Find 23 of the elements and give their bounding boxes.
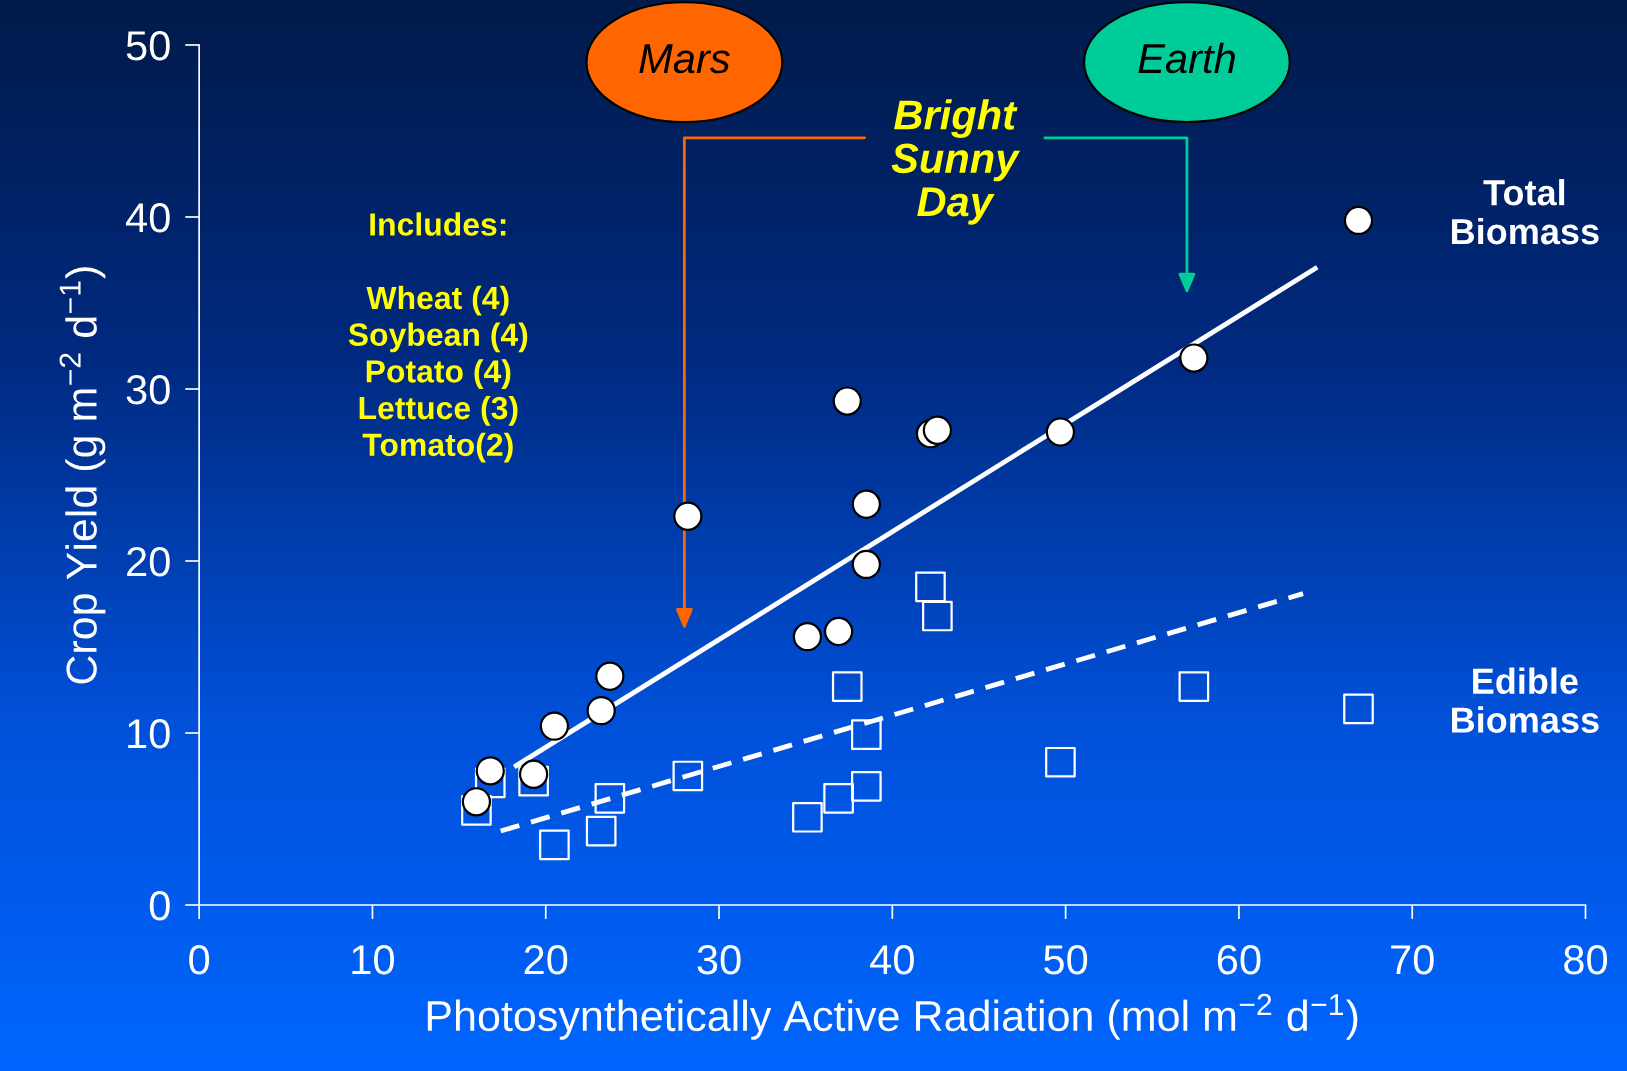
x-tick-label: 50 <box>1044 944 1088 975</box>
x-tick-label: 30 <box>697 944 741 975</box>
x-tick-label: 10 <box>352 944 394 975</box>
x-tick-label: 40 <box>870 944 914 975</box>
annotation: Earth <box>1138 42 1235 74</box>
y-tick-label: 30 <box>126 374 170 405</box>
y-tick-label: 50 <box>126 30 170 61</box>
y-tick-label: 20 <box>127 546 170 577</box>
annotation: Mars <box>639 44 730 74</box>
y-tick-label: 0 <box>149 891 170 921</box>
x-tick-label: 20 <box>524 944 568 975</box>
x-tick-label: 0 <box>189 944 210 975</box>
y-tick-label: 40 <box>125 202 170 233</box>
x-axis-title: Photosynthetically Active Radiation (mol m$^{−2}$ d$^{−1}$) <box>427 993 1358 1040</box>
x-tick-label: 70 <box>1391 944 1434 975</box>
x-tick-label: 60 <box>1217 944 1261 975</box>
y-axis-title: Crop Yield (g m$^{−2}$ d$^{−1}$) <box>59 267 106 684</box>
text: Total Biomass <box>1452 178 1599 245</box>
annotation: Bright Sunny Day <box>891 99 1021 225</box>
y-tick-label: 10 <box>128 718 170 749</box>
text: Includes: Wheat (4) Soybean (4) Potato (4) Lettuce (3) Tomato(2) <box>348 212 528 463</box>
text: Edible Biomass <box>1452 667 1599 733</box>
x-tick-label: 80 <box>1564 944 1608 975</box>
